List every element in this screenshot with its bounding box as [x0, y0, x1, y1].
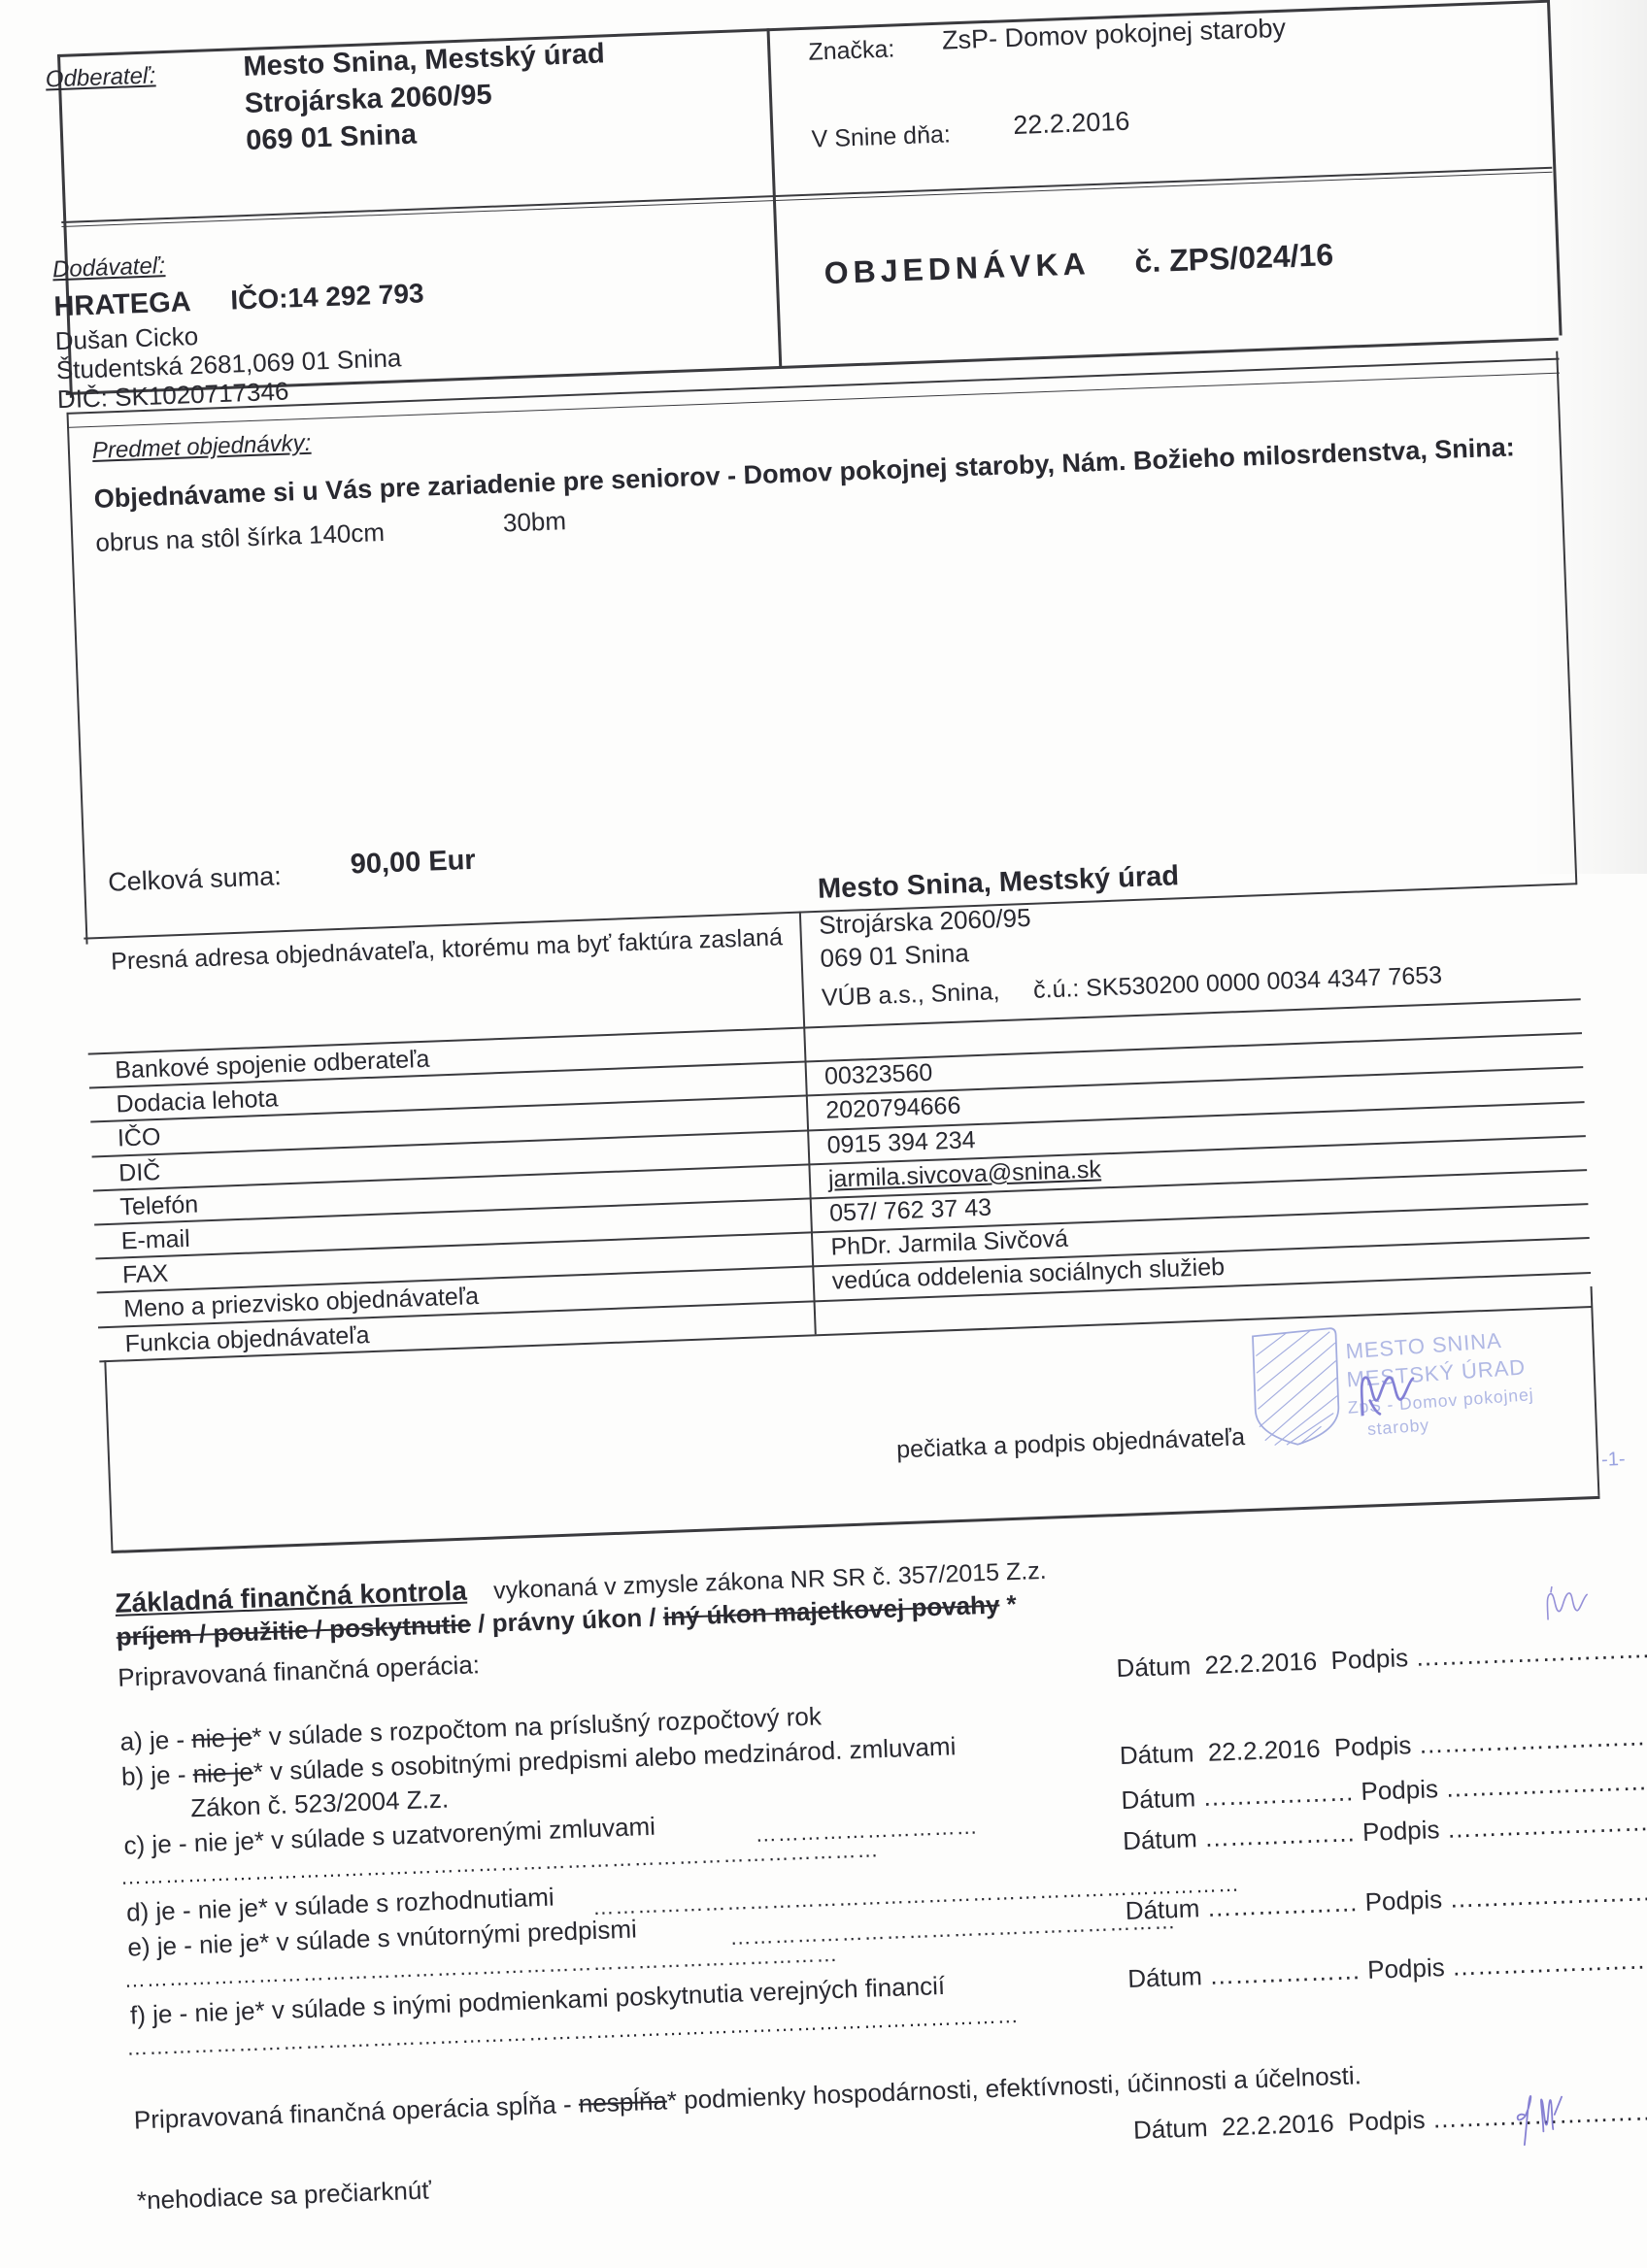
- svg-text:staroby: staroby: [1366, 1415, 1429, 1439]
